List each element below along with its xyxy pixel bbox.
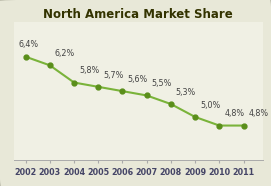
Text: 5,6%: 5,6% xyxy=(127,75,148,84)
Text: 4,8%: 4,8% xyxy=(224,109,244,118)
Text: 5,7%: 5,7% xyxy=(103,70,124,80)
Text: 5,8%: 5,8% xyxy=(79,66,99,75)
Title: North America Market Share: North America Market Share xyxy=(43,8,233,21)
Text: 5,0%: 5,0% xyxy=(200,101,220,110)
Text: 5,3%: 5,3% xyxy=(176,88,196,97)
Text: 4,8%: 4,8% xyxy=(248,109,269,118)
Text: 5,5%: 5,5% xyxy=(151,79,172,88)
Text: 6,2%: 6,2% xyxy=(55,49,75,58)
Text: 6,4%: 6,4% xyxy=(18,40,38,49)
